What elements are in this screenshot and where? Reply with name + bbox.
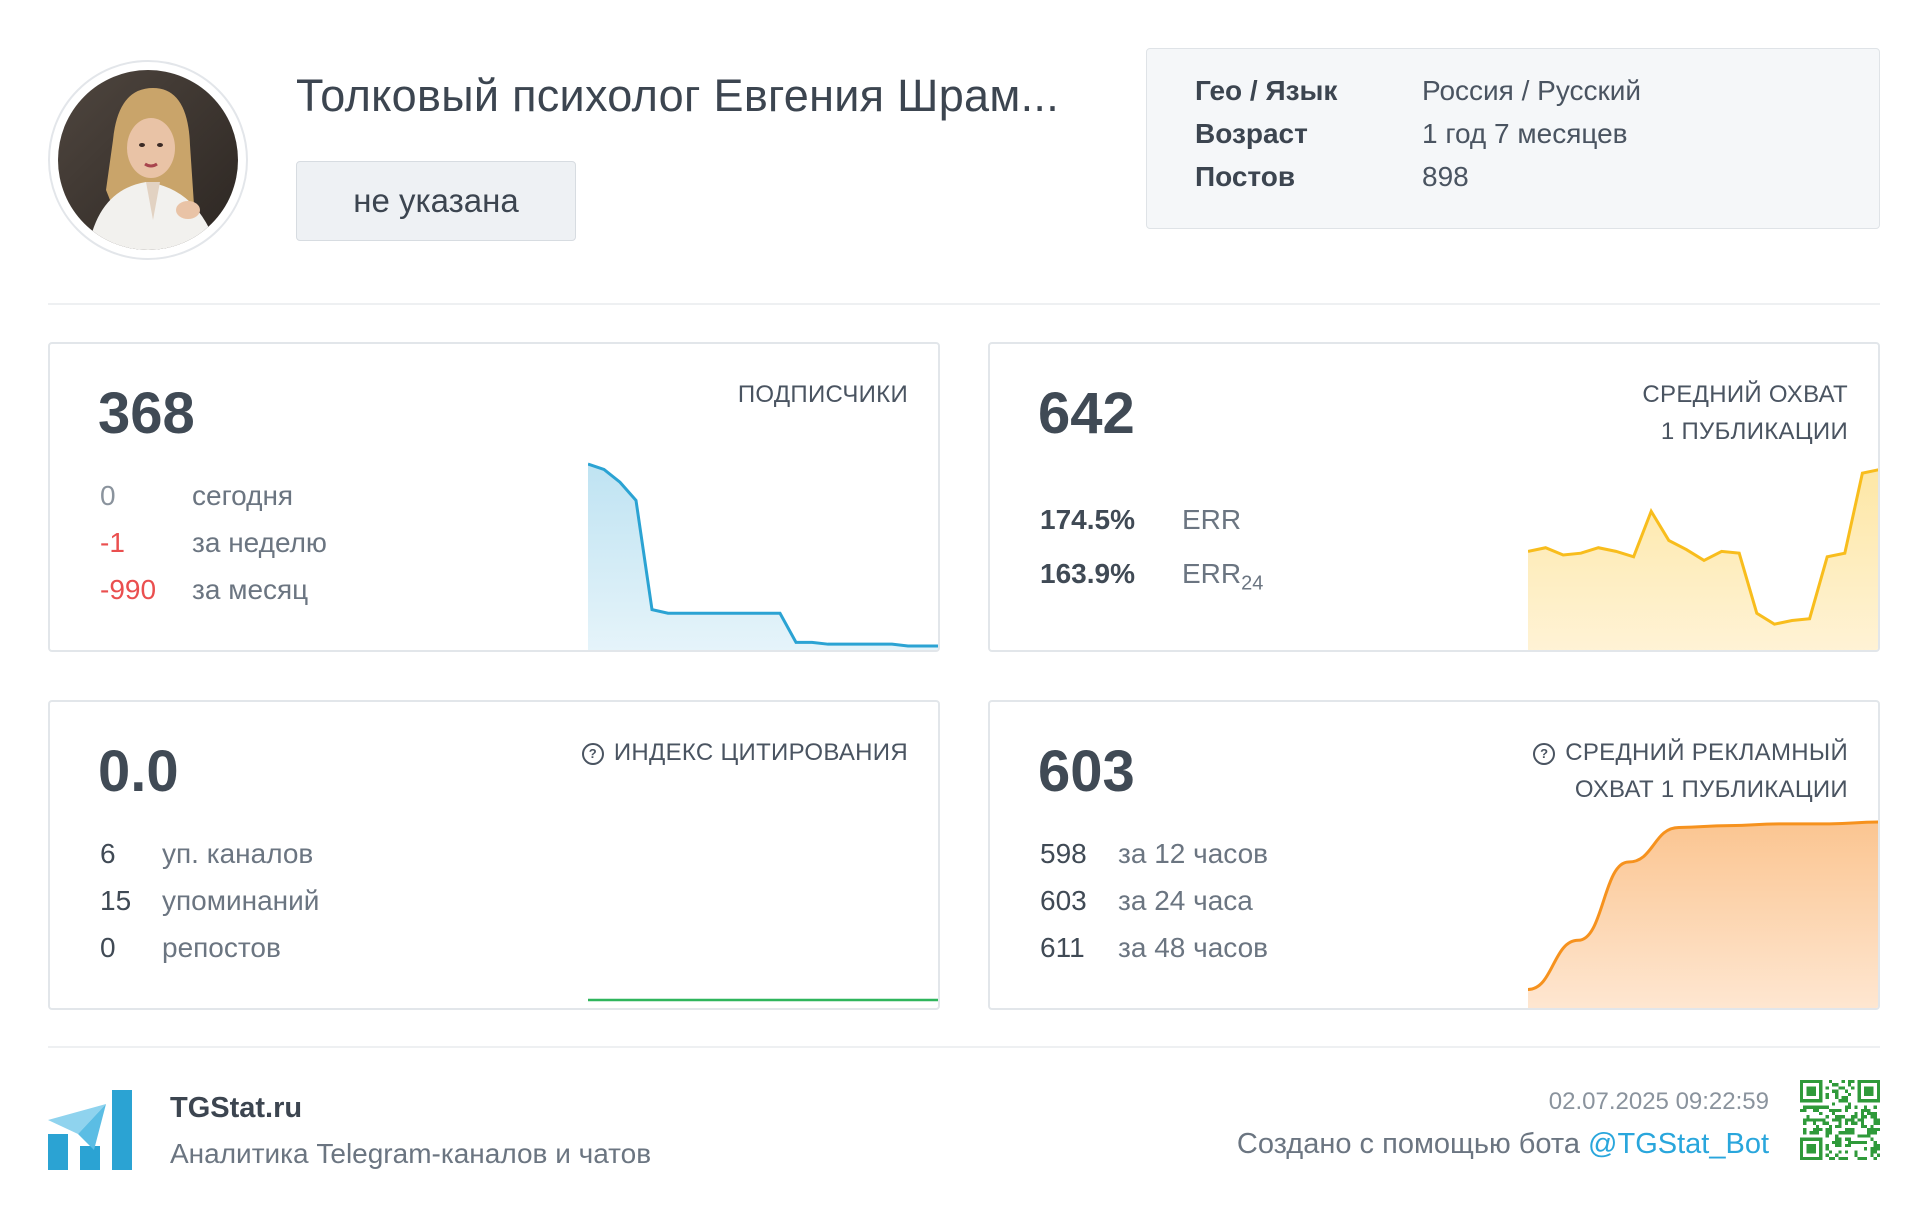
stat-label: за 48 часов	[1118, 932, 1269, 963]
stat-label: за неделю	[192, 527, 327, 558]
err-label: ERR	[1182, 504, 1242, 535]
ad-reach-label-line1: СРЕДНИЙ РЕКЛАМНЫЙ	[1565, 739, 1848, 766]
footer-timestamp: 02.07.2025 09:22:59	[1548, 1088, 1769, 1115]
stat-value: -1	[100, 527, 125, 558]
stat-label: репостов	[162, 932, 281, 963]
tgstat-logo-icon[interactable]	[48, 1090, 134, 1170]
err24-label: ERR24	[1182, 558, 1264, 595]
stat-value: 0	[100, 480, 116, 511]
stat-label: упоминаний	[162, 885, 320, 916]
info-value: 1 год 7 месяцев	[1422, 118, 1628, 149]
subscribers-count: 368	[98, 381, 195, 446]
stat-value: -990	[100, 574, 157, 605]
help-icon[interactable]: ?	[581, 743, 604, 765]
channel-title: Толковый психолог Евгения Шрам...	[296, 70, 1059, 121]
ad-reach-line	[1528, 820, 1878, 991]
reach-sparkline	[1528, 468, 1878, 650]
info-value: 898	[1422, 161, 1469, 192]
stat-label: уп. каналов	[162, 838, 314, 869]
reach-label-line1: СРЕДНИЙ ОХВАТ	[1642, 381, 1848, 408]
info-key: Возраст	[1195, 118, 1308, 149]
stat-value: 603	[1040, 885, 1087, 916]
footer-brand[interactable]: TGStat.ru	[170, 1092, 303, 1124]
category-button[interactable]: не указана	[296, 161, 576, 241]
reach-label-line2: 1 ПУБЛИКАЦИИ	[1660, 418, 1848, 445]
reach-count: 642	[1038, 381, 1135, 446]
stat-value: 15	[100, 885, 132, 916]
stat-value: 6	[100, 838, 116, 869]
citation-sparkline	[588, 998, 938, 1002]
info-box: Гео / Язык Россия / Русский Возраст 1 го…	[1146, 48, 1880, 229]
ad-reach-label-line2: ОХВАТ 1 ПУБЛИКАЦИИ	[1574, 776, 1848, 803]
footer-made-with: Создано с помощью бота @TGStat_Bot	[1237, 1128, 1769, 1161]
qr-code-icon	[1800, 1080, 1880, 1160]
citation-index: 0.0	[98, 739, 179, 804]
ad-reach-sparkline	[1528, 820, 1878, 1008]
stat-label: сегодня	[192, 480, 294, 511]
ad-reach-card: 603 ? СРЕДНИЙ РЕКЛАМНЫЙ ОХВАТ 1 ПУБЛИКАЦИ…	[988, 700, 1880, 1010]
subscribers-area	[588, 464, 938, 650]
err-value: 174.5%	[1040, 504, 1135, 535]
info-key: Постов	[1195, 161, 1296, 192]
divider	[48, 1046, 1880, 1048]
stat-label: за 12 часов	[1118, 838, 1269, 869]
citation-card: 0.0 ? ИНДЕКС ЦИТИРОВАНИЯ 6 уп. каналов 15…	[48, 700, 940, 1010]
stat-label: за месяц	[192, 574, 309, 605]
footer-tagline: Аналитика Telegram-каналов и чатов	[170, 1138, 652, 1169]
subscribers-sparkline	[588, 462, 938, 650]
reach-label: СРЕДНИЙ ОХВАТ 1 ПУБЛИКАЦИИ	[1642, 376, 1848, 450]
ad-reach-area	[1528, 822, 1878, 1008]
help-icon[interactable]: ?	[1533, 743, 1556, 765]
made-with-text: Создано с помощью бота	[1236, 1128, 1589, 1160]
reach-card: 642 СРЕДНИЙ ОХВАТ 1 ПУБЛИКАЦИИ 174.5% ER…	[988, 342, 1880, 652]
stat-label: за 24 часа	[1118, 885, 1253, 916]
info-key: Гео / Язык	[1195, 75, 1338, 106]
stat-value: 611	[1040, 932, 1085, 963]
citation-label: ? ИНДЕКС ЦИТИРОВАНИЯ	[581, 734, 908, 771]
avatar	[58, 70, 238, 250]
ad-reach-label: ? СРЕДНИЙ РЕКЛАМНЫЙ ОХВАТ 1 ПУБЛИКАЦИИ	[1533, 734, 1848, 808]
info-value: Россия / Русский	[1422, 75, 1642, 106]
err24-value: 163.9%	[1040, 558, 1135, 589]
divider	[48, 303, 1880, 305]
subscribers-line	[588, 462, 938, 648]
citation-label-text: ИНДЕКС ЦИТИРОВАНИЯ	[613, 739, 908, 766]
subscribers-label: ПОДПИСЧИКИ	[737, 381, 908, 408]
stat-value: 598	[1040, 838, 1087, 869]
stat-value: 0	[100, 932, 116, 963]
ad-reach-count: 603	[1038, 739, 1135, 804]
subscribers-card: 368 ПОДПИСЧИКИ 0 сегодня -1 за неделю -9…	[48, 342, 940, 652]
bot-link[interactable]: @TGStat_Bot	[1588, 1128, 1769, 1160]
reach-line	[1528, 468, 1878, 626]
